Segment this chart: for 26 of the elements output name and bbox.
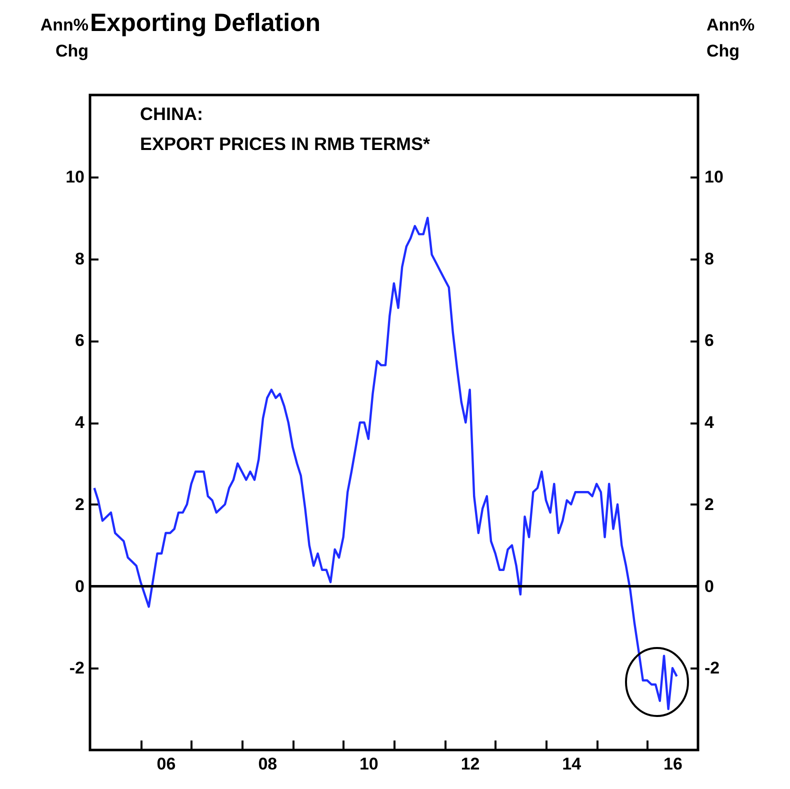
- y2-tick-label: -2: [704, 658, 720, 678]
- x-tick-label: 14: [562, 754, 582, 774]
- y2-tick-label: 10: [704, 167, 724, 186]
- x-tick-label: 08: [258, 754, 278, 774]
- y-tick-label: 2: [75, 494, 84, 514]
- x-tick-label: 06: [156, 754, 176, 774]
- annotation: EXPORT PRICES IN RMB TERMS*: [140, 134, 430, 154]
- y2-tick-label: 6: [704, 331, 714, 350]
- y-tick-label: 6: [75, 331, 84, 350]
- y-tick-label: 8: [75, 249, 84, 268]
- y2-tick-label: 8: [704, 249, 714, 268]
- x-tick-label: 10: [359, 754, 378, 774]
- y-tick-label: -2: [69, 658, 84, 678]
- y2-tick-label: 0: [704, 576, 714, 596]
- chart-title: Exporting Deflation: [90, 9, 321, 37]
- y2-axis-title: Ann% Chg: [706, 16, 755, 60]
- x-tick-label: 12: [460, 754, 480, 774]
- x-tick-label: 16: [664, 754, 682, 774]
- y-axis-title: Ann% Chg: [40, 16, 88, 60]
- y-tick-label: 10: [66, 167, 84, 186]
- y2-tick-label: 4: [704, 413, 714, 432]
- y-tick-label: 4: [75, 413, 86, 432]
- annotation: CHINA:: [140, 104, 203, 124]
- y-tick-label: 0: [75, 576, 84, 596]
- y2-tick-label: 2: [704, 494, 714, 514]
- line-series: [93, 216, 678, 710]
